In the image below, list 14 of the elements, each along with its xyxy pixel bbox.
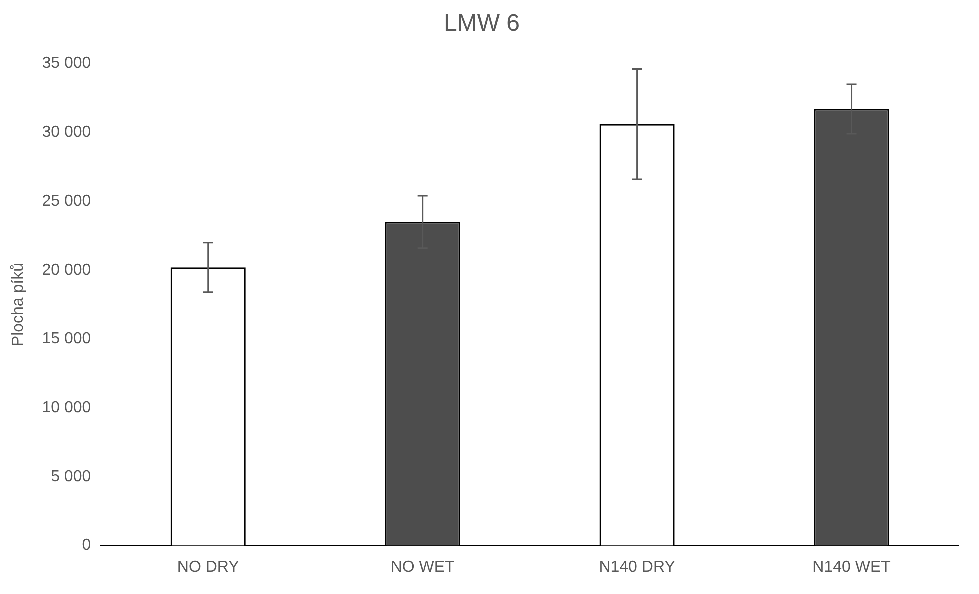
y-tick-label: 30 000: [42, 124, 92, 142]
y-tick-label: 35 000: [42, 55, 92, 72]
y-tick-label: 25 000: [42, 192, 92, 210]
x-tick-label: N140 DRY: [599, 558, 676, 576]
chart-title: LMW 6: [444, 10, 520, 38]
y-axis-title: Plocha píků: [10, 262, 28, 347]
x-tick-label: NO WET: [390, 558, 456, 576]
x-tick-label: N140 WET: [812, 558, 892, 576]
y-tick-label: 5 000: [51, 468, 92, 486]
x-tick-label: NO DRY: [177, 558, 240, 576]
y-tick-label: 20 000: [42, 262, 92, 279]
y-tick-label: 0: [82, 537, 92, 554]
y-tick-label: 15 000: [42, 330, 92, 348]
y-tick-label: 10 000: [42, 399, 92, 416]
